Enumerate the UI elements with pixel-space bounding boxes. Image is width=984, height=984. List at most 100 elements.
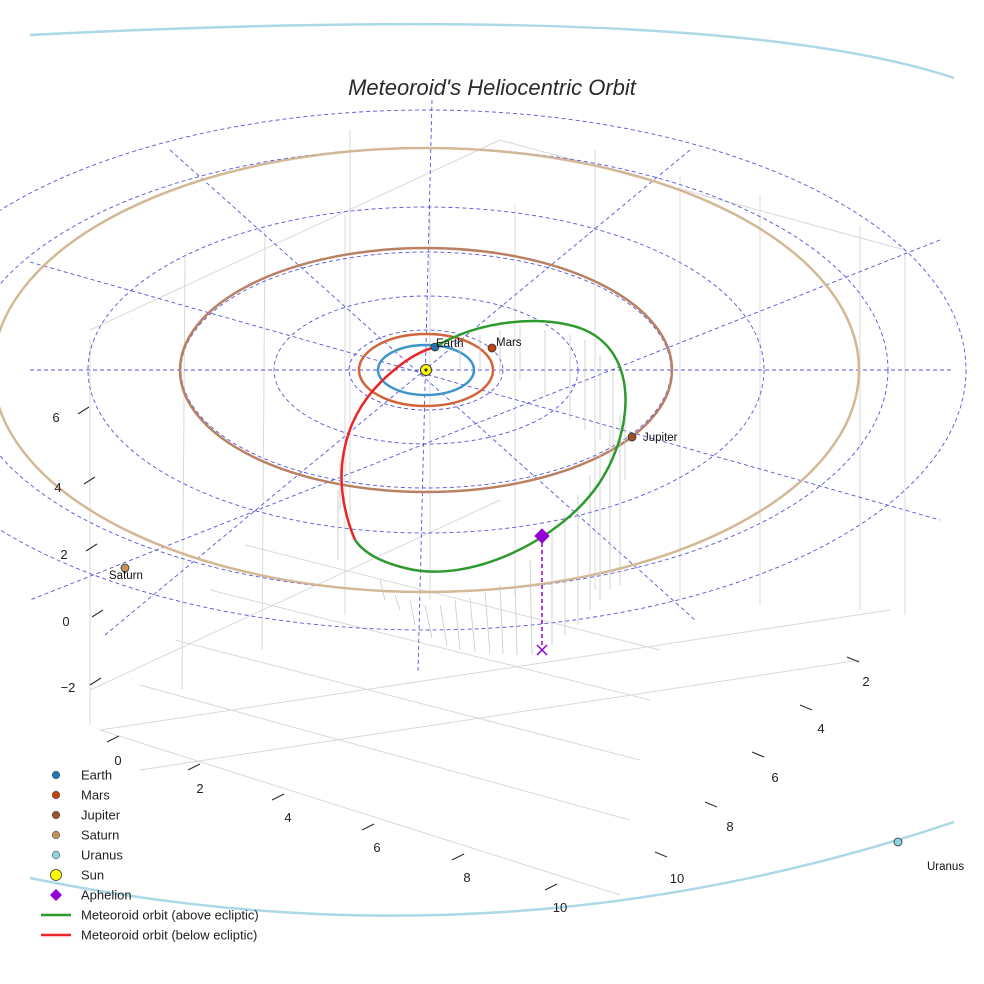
x-tick-label: 6 — [373, 840, 380, 855]
y-tick-label: 4 — [817, 721, 824, 736]
grid-layer — [0, 99, 967, 673]
orbit-uranus-bottom — [29, 820, 955, 917]
box-grid-line — [174, 639, 641, 761]
y-tick-label: 10 — [670, 871, 684, 886]
orbit-jupiter — [178, 246, 674, 494]
box-grid-line — [181, 254, 186, 691]
meteoroid-drop-line — [394, 594, 401, 611]
planet-label-jupiter: Jupiter — [643, 432, 678, 444]
background-layer — [89, 130, 906, 896]
legend-swatch-dot — [51, 850, 61, 860]
y-tick-mark — [799, 704, 813, 711]
ecliptic-grid-line — [29, 239, 941, 601]
orbit-saturn — [0, 146, 861, 594]
meteoroid-drop-line — [469, 597, 476, 653]
meteoroid-drop-line — [439, 604, 448, 646]
meteoroid-orbit-below — [340, 345, 436, 541]
meteoroid-drop-line — [499, 584, 504, 655]
legend-label: Meteoroid orbit (above ecliptic) — [81, 908, 259, 923]
x-tick-label: 0 — [114, 753, 121, 768]
box-grid-line — [89, 139, 501, 331]
aphelion-marker — [534, 528, 550, 544]
z-tick-mark — [89, 677, 102, 686]
planet-label-earth: Earth — [436, 338, 464, 350]
legend-swatch-dot — [51, 830, 61, 840]
box-grid-line — [89, 499, 501, 691]
z-tick-mark — [77, 406, 90, 415]
meteoroid-drop-line — [529, 559, 533, 656]
ecliptic-grid-ring — [0, 109, 967, 631]
meteoroid-drop-line — [409, 599, 416, 626]
meteoroid-drop-line — [424, 604, 433, 639]
box-grid-line — [139, 659, 861, 771]
z-tick-label: 2 — [60, 547, 67, 562]
x-tick-label: 10 — [553, 900, 567, 915]
aphelion-projection-marker — [536, 644, 548, 656]
box-grid-line — [499, 139, 906, 251]
legend: Earth Mars Jupiter Saturn Uranus Sun Aphelion M… — [41, 768, 259, 943]
planet-label-mars: Mars — [496, 337, 522, 349]
box-grid-line — [99, 609, 891, 731]
legend-label: Uranus — [81, 848, 123, 863]
legend-label: Jupiter — [81, 808, 121, 823]
z-tick-label: 0 — [62, 614, 69, 629]
meteoroid-layer — [337, 319, 627, 656]
box-grid-line — [209, 589, 651, 701]
orbit-uranus-top — [29, 22, 955, 80]
box-grid-line — [261, 229, 266, 651]
legend-label: Meteoroid orbit (below ecliptic) — [81, 928, 257, 943]
sun-center — [424, 368, 428, 372]
z-tick-label: 4 — [54, 480, 61, 495]
x-tick-label: 2 — [196, 781, 203, 796]
point-layer: Earth Mars Jupiter Saturn Uranus — [109, 337, 964, 873]
x-tick-mark — [361, 823, 375, 831]
legend-label: Saturn — [81, 828, 119, 843]
x-tick-label: 4 — [284, 810, 291, 825]
meteoroid-drop-line — [484, 591, 491, 655]
meteoroid-drop-line — [379, 579, 386, 601]
meteoroid-orbit-above — [353, 319, 627, 573]
y-tick-mark — [654, 851, 668, 858]
legend-label: Aphelion — [81, 888, 132, 903]
planet-label-saturn: Saturn — [109, 570, 143, 582]
y-tick-mark — [704, 801, 718, 808]
z-tick-mark — [83, 476, 96, 485]
planet-uranus — [893, 837, 903, 847]
orbit-mars — [357, 332, 495, 408]
legend-swatch-dot — [51, 810, 61, 820]
x-tick-mark — [544, 883, 558, 891]
ecliptic-grid-line — [29, 261, 941, 521]
planet-label-uranus: Uranus — [927, 861, 964, 873]
legend-swatch-dot — [51, 770, 61, 780]
box-grid-line — [99, 729, 621, 896]
meteoroid-drop-line — [514, 577, 518, 656]
legend-swatch-sun — [50, 869, 62, 881]
box-grid-line — [244, 544, 661, 651]
y-tick-mark — [751, 751, 765, 758]
planet-saturn — [120, 563, 130, 573]
ecliptic-grid-line — [104, 149, 691, 636]
orbit-layer — [0, 22, 955, 917]
planet-mars — [487, 343, 497, 353]
legend-label: Sun — [81, 868, 104, 883]
meteoroid-drop-line — [454, 599, 461, 651]
ecliptic-grid-line — [417, 99, 433, 673]
z-tick-mark — [91, 609, 104, 618]
y-tick-label: 2 — [862, 674, 869, 689]
legend-label: Mars — [81, 788, 110, 803]
ecliptic-grid-line — [169, 149, 696, 621]
legend-label: Earth — [81, 768, 112, 783]
x-tick-label: 8 — [463, 870, 470, 885]
planet-earth — [430, 342, 440, 352]
legend-swatch-aphelion — [50, 889, 62, 901]
x-tick-mark — [106, 735, 120, 743]
x-tick-mark — [271, 793, 285, 801]
x-tick-mark — [187, 763, 201, 771]
y-tick-label: 8 — [726, 819, 733, 834]
legend-swatch-dot — [51, 790, 61, 800]
z-tick-label: 6 — [52, 410, 59, 425]
y-tick-mark — [846, 656, 860, 663]
planet-jupiter — [627, 432, 637, 442]
orbit-earth — [376, 343, 476, 397]
